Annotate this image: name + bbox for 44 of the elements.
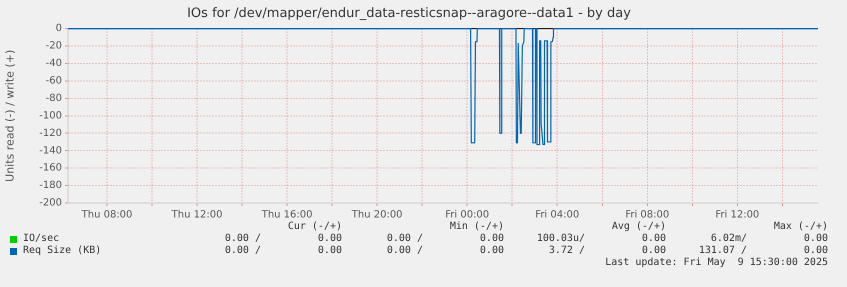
y-tick-label: -60 (46, 76, 62, 87)
text: 6.02m/ (710, 233, 747, 245)
x-tick-label: Fri 08:00 (625, 210, 670, 221)
y-tick-label: 0 (56, 23, 62, 34)
x-tick-label: Thu 20:00 (350, 210, 403, 221)
x-tick-label: Thu 08:00 (80, 210, 132, 221)
text: 0.00 (802, 245, 828, 257)
y-tick-label: -200 (39, 198, 62, 209)
text: 0.00 / (386, 245, 423, 257)
y-tick-label: -80 (46, 92, 62, 104)
text: 0.00 / (386, 233, 423, 245)
x-tick-label: Fri 12:00 (715, 210, 760, 221)
text: 0.00 / (224, 245, 261, 257)
text: 0.00 (478, 245, 504, 257)
text: Min (-/+) (448, 221, 504, 233)
text: 0.00 (640, 233, 666, 245)
y-tick-label: -40 (46, 58, 62, 70)
legend-label: IO/sec (22, 233, 60, 245)
text: 0.00 (478, 233, 504, 245)
text: Avg (-/+) (610, 221, 666, 233)
x-tick-label: Fri 00:00 (445, 210, 490, 221)
text: 0.00 (640, 245, 666, 257)
x-tick-label: Thu 16:00 (260, 210, 312, 221)
text: 0.00 (316, 233, 342, 245)
text: 0.00 (316, 245, 342, 257)
y-tick-label: -160 (39, 162, 62, 174)
text: 0.00 / (224, 233, 261, 245)
chart-title: IOs for /dev/mapper/endur_data-resticsnap--aragore--data1 - by day (187, 6, 632, 22)
text: 131.07 / (698, 245, 747, 257)
y-axis-title: Units read (-) / write (+) (3, 50, 16, 182)
text: Last update: Fri May 9 15:30:00 2025 (604, 257, 828, 269)
text: 0.00 (802, 233, 828, 245)
y-tick-label: -120 (39, 128, 62, 139)
y-tick-label: -100 (39, 110, 62, 122)
text: 3.72 / (548, 245, 585, 257)
y-tick-label: -20 (46, 40, 62, 52)
text: Cur (-/+) (286, 221, 342, 233)
x-tick-label: Thu 12:00 (170, 210, 222, 221)
y-tick-label: -140 (39, 145, 62, 156)
text: Max (-/+) (772, 221, 828, 233)
y-tick-label: -180 (39, 180, 62, 192)
x-tick-label: Fri 04:00 (535, 210, 580, 221)
text: 100.03u/ (536, 233, 585, 245)
legend-label: Req Size (KB) (22, 245, 102, 257)
